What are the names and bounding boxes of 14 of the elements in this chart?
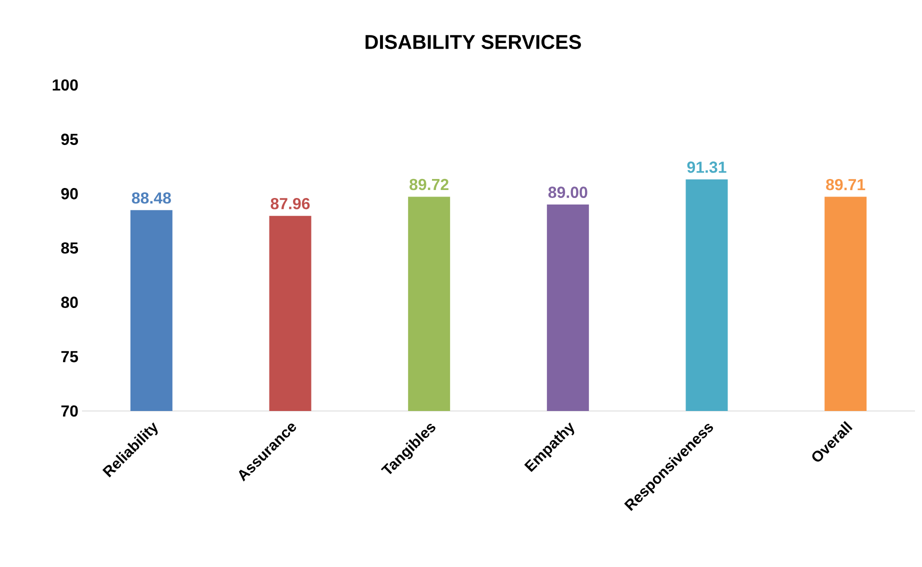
y-tick-label: 80 xyxy=(61,296,78,308)
chart-title: DISABILITY SERVICES xyxy=(366,34,581,50)
y-tick-label: 95 xyxy=(61,134,78,145)
data-label: 87.96 xyxy=(270,198,310,210)
data-label: 89.71 xyxy=(826,178,866,190)
y-tick-label: 90 xyxy=(61,188,78,200)
y-tick-label: 100 xyxy=(52,79,78,91)
y-tick-label: 70 xyxy=(61,405,78,417)
data-label: 91.31 xyxy=(687,162,726,173)
data-label: 89.72 xyxy=(410,178,448,190)
y-tick-label: 75 xyxy=(61,351,78,362)
data-label: 88.48 xyxy=(132,192,171,204)
y-tick-label: 85 xyxy=(61,242,78,254)
data-label: 89.00 xyxy=(548,186,588,198)
